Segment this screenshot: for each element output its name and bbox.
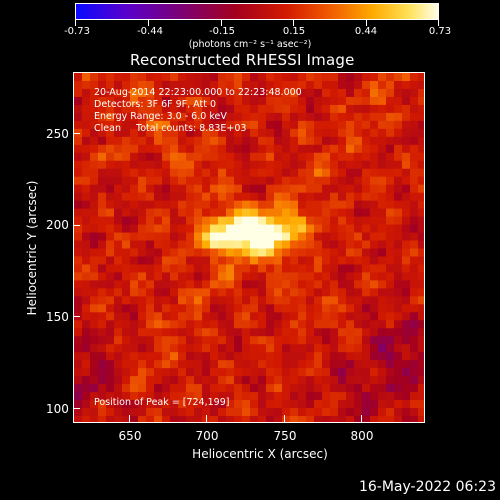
colorbar-tick <box>148 20 149 26</box>
colorbar-label: 0.15 <box>282 26 306 37</box>
x-tick-label: 700 <box>195 429 219 443</box>
time-range-label: 20-Aug-2014 22:23:00.000 to 22:23:48.000 <box>94 87 302 98</box>
x-axis-label: Heliocentric X (arcsec) <box>192 447 328 461</box>
colorbar-label: -0.44 <box>137 26 163 37</box>
colorbar-label: -0.73 <box>64 26 90 37</box>
timestamp: 16-May-2022 06:23 <box>358 479 496 495</box>
image-pixels <box>74 73 424 422</box>
image-plot-area <box>73 72 425 423</box>
colorbar-tick <box>366 20 367 26</box>
y-tick <box>73 316 80 317</box>
rhessi-image <box>74 73 424 422</box>
x-tick <box>206 415 207 422</box>
x-tick <box>284 415 285 422</box>
colorbar-tick <box>293 20 294 26</box>
detectors-label: Detectors: 3F 6F 9F, Att 0 <box>94 99 217 110</box>
x-tick <box>129 415 130 422</box>
plot-title: Reconstructed RHESSI Image <box>130 51 355 69</box>
x-tick-label: 800 <box>350 429 374 443</box>
x-tick <box>361 415 362 422</box>
y-axis-label: Heliocentric Y (arcsec) <box>25 180 39 316</box>
y-tick-label: 150 <box>46 310 69 324</box>
energy-range-label: Energy Range: 3.0 - 6.0 keV <box>94 111 227 122</box>
colorbar-tick <box>75 20 76 26</box>
colorbar-label: -0.15 <box>209 26 235 37</box>
y-tick-label: 250 <box>46 127 69 141</box>
y-tick <box>73 225 80 226</box>
colorbar-tick <box>221 20 222 26</box>
colorbar <box>75 3 439 20</box>
clean-counts-label: Clean Total counts: 8.83E+03 <box>94 123 247 134</box>
x-tick-label: 750 <box>273 429 297 443</box>
colorbar-label: 0.73 <box>428 26 452 37</box>
x-tick-label: 650 <box>118 429 142 443</box>
y-tick-label: 100 <box>46 402 69 416</box>
y-tick <box>73 408 80 409</box>
y-tick-label: 200 <box>46 218 69 232</box>
y-tick <box>73 133 80 134</box>
colorbar-label: 0.44 <box>354 26 378 37</box>
peak-position-label: Position of Peak = [724,199] <box>94 397 230 408</box>
colorbar-units: (photons cm⁻² s⁻¹ asec⁻²) <box>188 39 312 50</box>
colorbar-tick <box>438 20 439 26</box>
